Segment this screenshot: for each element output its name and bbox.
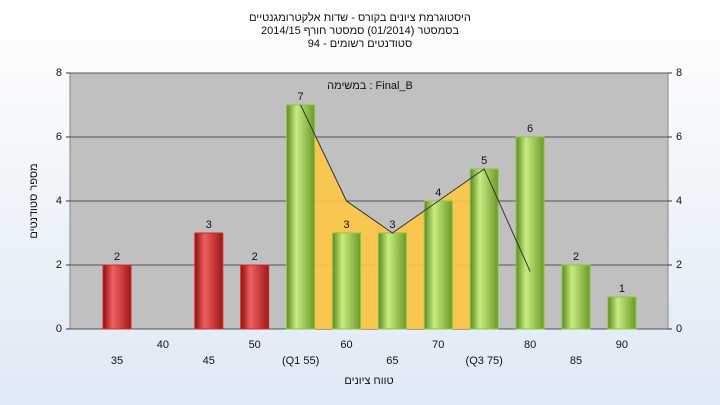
chart-title: היסטוגרמת ציונים בקורס - שדות אלקטרומגנט… [249,11,471,24]
y-tick-label: 0 [56,323,62,335]
data-label: 2 [573,251,579,263]
annotation: במשימה : Final_B [327,80,413,92]
bar [286,104,316,330]
y2-tick-label: 8 [676,67,682,79]
chart-subtitle: בסמסטר (01/2014) סמסטר חורף 2014/15 [261,25,459,37]
bar [377,232,407,330]
y2-tick-label: 4 [676,195,682,207]
data-label: 2 [252,251,258,263]
bar [607,296,637,330]
x-tick-label: 45 [203,355,215,367]
x-tick-label: (Q3 75) [466,355,503,367]
y-tick-label: 2 [56,259,62,271]
data-label: 1 [619,283,625,295]
data-label: 4 [435,187,441,199]
data-label: 2 [114,251,120,263]
y2-tick-label: 0 [676,323,682,335]
bar [515,136,545,330]
x-tick-label: 65 [386,355,398,367]
data-label: 3 [343,219,349,231]
y-tick-label: 8 [56,67,62,79]
x-tick-label: 90 [616,339,628,351]
x-tick-label: 85 [570,355,582,367]
data-label: 5 [481,155,487,167]
x-axis-label: טווח ציונים [344,375,393,387]
y2-tick-label: 6 [676,131,682,143]
bar [240,264,270,330]
y-tick-label: 4 [56,195,62,207]
x-tick-label: 60 [340,339,352,351]
data-label: 7 [298,91,304,103]
y-tick-label: 6 [56,131,62,143]
bar [332,232,361,330]
y2-tick-label: 2 [676,259,682,271]
x-tick-label: 35 [111,355,123,367]
bar [102,264,132,330]
y-axis-label: מספר סטודנטים [28,163,40,238]
bar [423,200,453,330]
x-tick-label: (Q1 55) [282,355,319,367]
data-label: 3 [206,219,212,231]
line [300,104,531,272]
x-tick-label: 50 [249,339,261,351]
bar [469,168,499,330]
x-tick-label: 40 [157,339,169,351]
data-label: 6 [527,123,533,135]
data-label: 3 [389,219,395,231]
x-tick-label: 70 [432,339,444,351]
x-tick-label: 80 [524,339,536,351]
bar [194,232,224,330]
chart-subtitle: סטודנטים רשומים - 94 [308,38,412,50]
bar [561,264,591,330]
